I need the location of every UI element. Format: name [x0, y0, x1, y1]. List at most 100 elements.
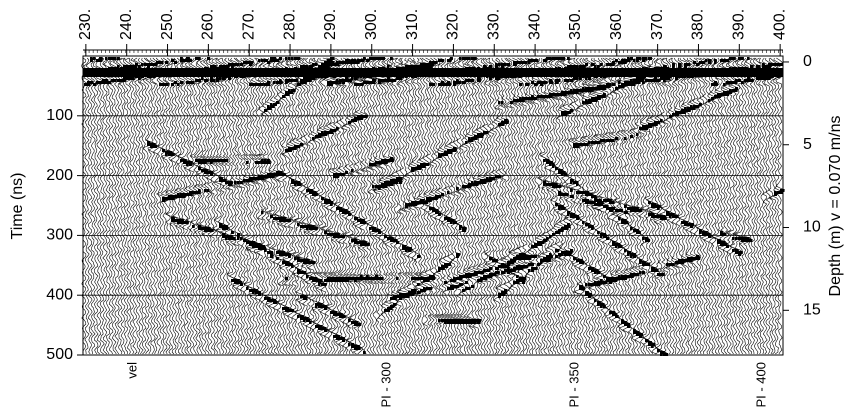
x-tick-label: 370.: [649, 9, 666, 40]
trace: [151, 57, 161, 355]
trace-fill: [126, 65, 131, 80]
trace: [103, 57, 112, 355]
trace: [191, 57, 204, 355]
trace-fill: [138, 65, 141, 80]
trace-fill: [276, 59, 282, 260]
trace: [382, 57, 398, 355]
x-tick-label: 390.: [731, 9, 748, 40]
trace-fill: [297, 57, 302, 318]
trace: [309, 57, 325, 355]
trace: [688, 57, 699, 355]
y-tick-label: 100: [46, 107, 73, 124]
x-tick-label: 360.: [608, 9, 625, 40]
y-tick-label: 500: [46, 346, 73, 363]
trace: [528, 57, 539, 355]
trace-fill: [582, 65, 587, 290]
trace-fill: [681, 73, 686, 264]
trace: [388, 57, 403, 355]
y2-axis-title: Depth (m) v = 0.070 m/ns: [827, 116, 844, 297]
trace: [145, 57, 157, 355]
trace: [609, 57, 621, 355]
trace-fill: [399, 67, 405, 300]
trace: [196, 57, 208, 355]
trace-fill: [693, 61, 698, 260]
trace-fill: [618, 61, 623, 280]
trace-fill: [210, 65, 215, 232]
trace: [526, 57, 536, 355]
plot-frame: [82, 55, 784, 356]
trace-fill: [411, 65, 418, 294]
trace: [85, 57, 95, 355]
trace: [462, 57, 473, 355]
trace-fill: [108, 57, 112, 84]
trace: [467, 57, 480, 355]
x-tick-label: 260.: [200, 9, 217, 40]
y-tick-label: 200: [46, 167, 73, 184]
trace: [562, 57, 573, 355]
trace-fill: [711, 71, 715, 100]
trace: [109, 57, 119, 355]
trace: [749, 57, 756, 355]
trace-fill: [588, 77, 593, 298]
trace: [751, 57, 762, 355]
trace: [430, 57, 441, 355]
trace: [148, 57, 158, 355]
trace-fill: [699, 61, 703, 234]
trace-fill: [771, 63, 775, 78]
x-tick-label: 240.: [118, 9, 135, 40]
trace: [255, 57, 267, 355]
trace: [523, 57, 533, 355]
trace: [348, 57, 361, 355]
trace: [161, 57, 174, 355]
trace: [224, 57, 234, 355]
trace: [504, 57, 516, 355]
x-tick-label: 280.: [281, 9, 298, 40]
trace: [176, 57, 189, 355]
trace: [357, 57, 369, 355]
trace: [486, 57, 498, 355]
trace-fill: [645, 57, 651, 342]
trace: [293, 57, 308, 355]
trace: [372, 57, 385, 355]
trace: [493, 57, 511, 355]
trace-fill: [558, 57, 564, 256]
trace: [258, 57, 270, 355]
trace: [159, 57, 171, 355]
trace: [155, 57, 168, 355]
x-tick-label: 290.: [322, 9, 339, 40]
trace: [101, 57, 109, 355]
trace: [136, 57, 145, 355]
trace-fill: [729, 57, 733, 94]
trace: [211, 57, 220, 355]
trace: [174, 57, 185, 355]
trace-fill: [378, 57, 384, 280]
trace: [295, 57, 317, 354]
trace-fill: [642, 57, 647, 274]
trace: [696, 57, 707, 355]
trace: [412, 57, 431, 355]
x-tick-label: 400.: [771, 9, 788, 40]
trace: [132, 57, 142, 355]
trace: [372, 57, 388, 355]
trace: [555, 57, 568, 355]
trace: [477, 57, 494, 355]
trace: [441, 57, 453, 355]
trace: [497, 57, 517, 355]
trace-fill: [333, 63, 338, 338]
trace-fill: [690, 75, 696, 262]
trace: [235, 57, 245, 355]
trace: [122, 57, 132, 355]
y2-tick-label: 15: [803, 302, 821, 319]
trace-fill: [285, 57, 290, 312]
trace: [208, 57, 219, 355]
trace: [83, 57, 91, 355]
trace-fill: [366, 59, 371, 280]
trace: [390, 57, 406, 355]
trace: [693, 57, 704, 355]
trace: [155, 57, 164, 355]
trace: [477, 57, 489, 355]
trace-fill: [519, 61, 527, 282]
y-axis-title: Time (ns): [9, 173, 26, 240]
trace-fill: [135, 63, 139, 78]
x-tick-label: 250.: [159, 9, 176, 40]
